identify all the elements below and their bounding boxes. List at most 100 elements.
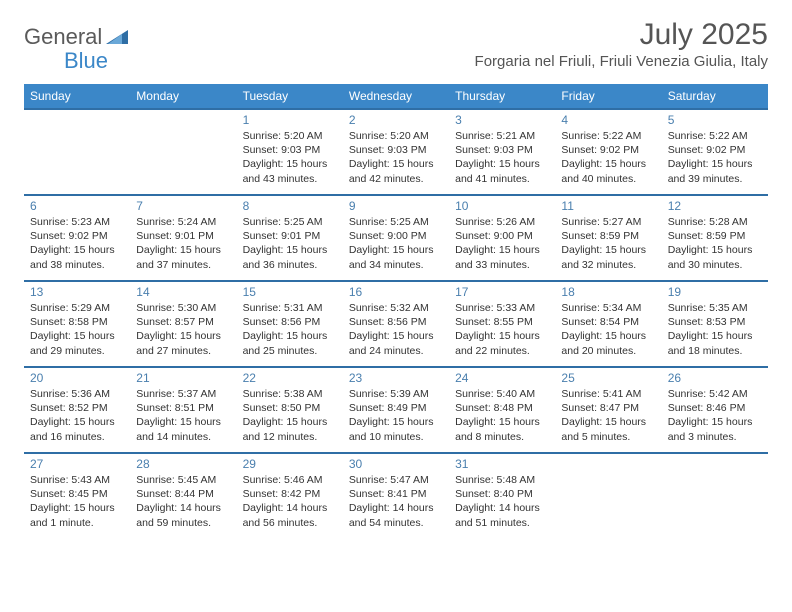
sunrise-text: Sunrise: 5:48 AM — [455, 473, 549, 487]
location-text: Forgaria nel Friuli, Friuli Venezia Giul… — [475, 53, 768, 70]
daylight-text: Daylight: 15 hours and 24 minutes. — [349, 329, 443, 357]
day-cell: 23Sunrise: 5:39 AMSunset: 8:49 PMDayligh… — [343, 368, 449, 452]
day-cell — [555, 454, 661, 538]
day-cell: 24Sunrise: 5:40 AMSunset: 8:48 PMDayligh… — [449, 368, 555, 452]
day-cell: 29Sunrise: 5:46 AMSunset: 8:42 PMDayligh… — [237, 454, 343, 538]
sunset-text: Sunset: 8:52 PM — [30, 401, 124, 415]
day-number: 20 — [30, 371, 124, 385]
week-row: 1Sunrise: 5:20 AMSunset: 9:03 PMDaylight… — [24, 108, 768, 194]
sunrise-text: Sunrise: 5:41 AM — [561, 387, 655, 401]
daylight-text: Daylight: 15 hours and 20 minutes. — [561, 329, 655, 357]
daylight-text: Daylight: 15 hours and 22 minutes. — [455, 329, 549, 357]
day-detail: Sunrise: 5:28 AMSunset: 8:59 PMDaylight:… — [668, 215, 762, 272]
sunset-text: Sunset: 8:59 PM — [668, 229, 762, 243]
day-number: 10 — [455, 199, 549, 213]
sunset-text: Sunset: 8:57 PM — [136, 315, 230, 329]
week-row: 13Sunrise: 5:29 AMSunset: 8:58 PMDayligh… — [24, 280, 768, 366]
sunrise-text: Sunrise: 5:42 AM — [668, 387, 762, 401]
day-cell: 13Sunrise: 5:29 AMSunset: 8:58 PMDayligh… — [24, 282, 130, 366]
day-detail: Sunrise: 5:30 AMSunset: 8:57 PMDaylight:… — [136, 301, 230, 358]
daylight-text: Daylight: 15 hours and 37 minutes. — [136, 243, 230, 271]
sunrise-text: Sunrise: 5:45 AM — [136, 473, 230, 487]
sunset-text: Sunset: 9:00 PM — [349, 229, 443, 243]
day-number: 29 — [243, 457, 337, 471]
daylight-text: Daylight: 15 hours and 10 minutes. — [349, 415, 443, 443]
weekday-header: Sunday Monday Tuesday Wednesday Thursday… — [24, 84, 768, 108]
sunset-text: Sunset: 9:03 PM — [349, 143, 443, 157]
sunrise-text: Sunrise: 5:35 AM — [668, 301, 762, 315]
day-cell: 17Sunrise: 5:33 AMSunset: 8:55 PMDayligh… — [449, 282, 555, 366]
day-number: 7 — [136, 199, 230, 213]
weekday-mon: Monday — [130, 84, 236, 108]
daylight-text: Daylight: 15 hours and 32 minutes. — [561, 243, 655, 271]
day-cell: 4Sunrise: 5:22 AMSunset: 9:02 PMDaylight… — [555, 110, 661, 194]
sunrise-text: Sunrise: 5:22 AM — [668, 129, 762, 143]
logo-triangle-icon — [106, 28, 130, 46]
daylight-text: Daylight: 15 hours and 34 minutes. — [349, 243, 443, 271]
day-number: 31 — [455, 457, 549, 471]
sunset-text: Sunset: 9:02 PM — [30, 229, 124, 243]
day-detail: Sunrise: 5:36 AMSunset: 8:52 PMDaylight:… — [30, 387, 124, 444]
day-detail: Sunrise: 5:47 AMSunset: 8:41 PMDaylight:… — [349, 473, 443, 530]
day-cell: 1Sunrise: 5:20 AMSunset: 9:03 PMDaylight… — [237, 110, 343, 194]
sunrise-text: Sunrise: 5:39 AM — [349, 387, 443, 401]
day-detail: Sunrise: 5:25 AMSunset: 9:01 PMDaylight:… — [243, 215, 337, 272]
daylight-text: Daylight: 14 hours and 51 minutes. — [455, 501, 549, 529]
sunset-text: Sunset: 8:58 PM — [30, 315, 124, 329]
sunset-text: Sunset: 8:41 PM — [349, 487, 443, 501]
sunset-text: Sunset: 8:59 PM — [561, 229, 655, 243]
weekday-fri: Friday — [555, 84, 661, 108]
sunrise-text: Sunrise: 5:20 AM — [243, 129, 337, 143]
day-detail: Sunrise: 5:22 AMSunset: 9:02 PMDaylight:… — [561, 129, 655, 186]
day-detail: Sunrise: 5:29 AMSunset: 8:58 PMDaylight:… — [30, 301, 124, 358]
day-cell: 9Sunrise: 5:25 AMSunset: 9:00 PMDaylight… — [343, 196, 449, 280]
day-detail: Sunrise: 5:35 AMSunset: 8:53 PMDaylight:… — [668, 301, 762, 358]
day-detail: Sunrise: 5:45 AMSunset: 8:44 PMDaylight:… — [136, 473, 230, 530]
day-number: 21 — [136, 371, 230, 385]
sunset-text: Sunset: 8:51 PM — [136, 401, 230, 415]
day-cell — [130, 110, 236, 194]
day-cell: 22Sunrise: 5:38 AMSunset: 8:50 PMDayligh… — [237, 368, 343, 452]
day-number: 27 — [30, 457, 124, 471]
daylight-text: Daylight: 15 hours and 3 minutes. — [668, 415, 762, 443]
day-cell — [662, 454, 768, 538]
sunset-text: Sunset: 8:55 PM — [455, 315, 549, 329]
day-number: 25 — [561, 371, 655, 385]
day-cell: 20 Sunrise: 5:36 AMSunset: 8:52 PMDayligh… — [24, 368, 130, 452]
day-detail: Sunrise: 5:20 AMSunset: 9:03 PMDaylight:… — [349, 129, 443, 186]
daylight-text: Daylight: 15 hours and 14 minutes. — [136, 415, 230, 443]
sunset-text: Sunset: 8:56 PM — [349, 315, 443, 329]
day-detail: Sunrise: 5:20 AMSunset: 9:03 PMDaylight:… — [243, 129, 337, 186]
week-row: 27 Sunrise: 5:43 AMSunset: 8:45 PM Dayligh… — [24, 452, 768, 538]
month-title: July 2025 — [475, 18, 768, 51]
calendar-grid: Sunday Monday Tuesday Wednesday Thursday… — [24, 84, 768, 538]
day-detail: Sunrise: 5:40 AMSunset: 8:48 PMDaylight:… — [455, 387, 549, 444]
weekday-sun: Sunday — [24, 84, 130, 108]
sunset-text: Sunset: 9:01 PM — [136, 229, 230, 243]
day-number: 5 — [668, 113, 762, 127]
day-detail: Sunrise: 5:48 AMSunset: 8:40 PMDaylight:… — [455, 473, 549, 530]
sunset-text: Sunset: 8:45 PM — [30, 487, 124, 501]
day-cell — [24, 110, 130, 194]
daylight-text: Daylight: 15 hours and 40 minutes. — [561, 157, 655, 185]
daylight-text: Daylight: 15 hours and 27 minutes. — [136, 329, 230, 357]
day-detail: Sunrise: 5:24 AMSunset: 9:01 PMDaylight:… — [136, 215, 230, 272]
day-detail: Sunrise: 5:41 AMSunset: 8:47 PMDaylight:… — [561, 387, 655, 444]
day-cell: 21Sunrise: 5:37 AMSunset: 8:51 PMDayligh… — [130, 368, 236, 452]
day-cell: 5 Sunrise: 5:22 AMSunset: 9:02 PMDaylight… — [662, 110, 768, 194]
sunrise-text: Sunrise: 5:46 AM — [243, 473, 337, 487]
daylight-text: Daylight: 15 hours and 8 minutes. — [455, 415, 549, 443]
day-cell: 11Sunrise: 5:27 AMSunset: 8:59 PMDayligh… — [555, 196, 661, 280]
daylight-text: Daylight: 15 hours and 18 minutes. — [668, 329, 762, 357]
sunset-text: Sunset: 8:42 PM — [243, 487, 337, 501]
daylight-text: Daylight: 15 hours and 38 minutes. — [30, 243, 124, 271]
sunrise-text: Sunrise: 5:43 AM — [30, 473, 124, 487]
day-cell: 8Sunrise: 5:25 AMSunset: 9:01 PMDaylight… — [237, 196, 343, 280]
day-detail: Sunrise: 5:22 AMSunset: 9:02 PMDaylight:… — [668, 129, 762, 186]
calendar-page: General July 2025 Forgaria nel Friuli, F… — [0, 0, 792, 538]
day-cell: 10Sunrise: 5:26 AMSunset: 9:00 PMDayligh… — [449, 196, 555, 280]
daylight-text: Daylight: 14 hours and 59 minutes. — [136, 501, 230, 529]
day-cell: 14Sunrise: 5:30 AMSunset: 8:57 PMDayligh… — [130, 282, 236, 366]
daylight-text: Daylight: 15 hours and 42 minutes. — [349, 157, 443, 185]
day-cell: 15Sunrise: 5:31 AMSunset: 8:56 PMDayligh… — [237, 282, 343, 366]
